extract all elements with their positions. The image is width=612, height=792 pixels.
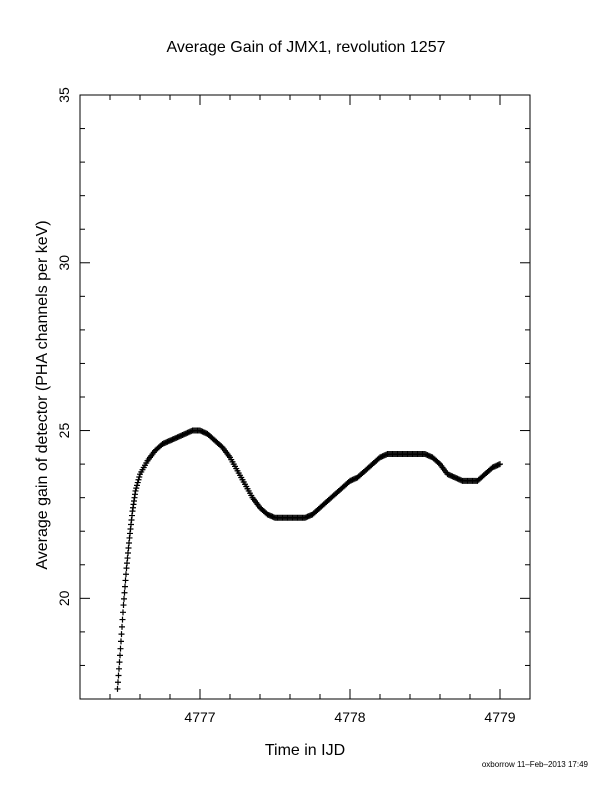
data-point	[123, 565, 130, 572]
data-point	[120, 602, 127, 609]
x-axis-label: Time in IJD	[265, 742, 345, 759]
x-tick-label: 4777	[184, 709, 215, 725]
data-point	[120, 609, 126, 616]
data-point	[119, 623, 125, 630]
data-point	[134, 479, 141, 486]
data-point	[115, 672, 122, 679]
data-point	[121, 589, 128, 596]
data-point	[124, 555, 131, 562]
axis-ticks: 4777 4778 4779 20 25 30 35	[56, 87, 531, 725]
data-point	[116, 659, 123, 666]
data-point	[132, 487, 139, 494]
data-point	[126, 539, 132, 546]
data-point	[134, 482, 140, 489]
data-points	[114, 427, 503, 692]
data-point	[124, 560, 130, 567]
y-tick-label: 25	[56, 423, 72, 439]
x-tick-label: 4778	[334, 709, 365, 725]
data-point	[114, 685, 121, 692]
data-point	[136, 473, 143, 480]
x-tick-label: 4779	[484, 709, 515, 725]
data-point	[133, 485, 140, 492]
plot-frame	[79, 94, 531, 700]
data-point	[116, 665, 122, 672]
data-point	[117, 652, 123, 659]
chart-title: Average Gain of JMX1, revolution 1257	[167, 39, 446, 56]
footer-credit: oxborrow 11–Feb–2013 17:49	[482, 760, 589, 769]
data-point	[118, 631, 125, 638]
data-point	[118, 638, 124, 645]
data-point	[135, 476, 142, 483]
data-point	[123, 571, 129, 578]
y-axis-label: Average gain of detector (PHA channels p…	[34, 220, 51, 569]
data-point	[119, 616, 126, 623]
data-point	[125, 550, 131, 557]
y-tick-label: 35	[56, 87, 72, 103]
y-tick-label: 30	[56, 255, 72, 271]
data-point	[121, 595, 127, 602]
data-point	[122, 577, 129, 584]
data-point	[122, 583, 128, 590]
data-point	[497, 461, 503, 468]
y-tick-label: 20	[56, 590, 72, 606]
data-point	[115, 679, 121, 686]
data-point	[125, 545, 132, 551]
data-point	[117, 645, 124, 652]
